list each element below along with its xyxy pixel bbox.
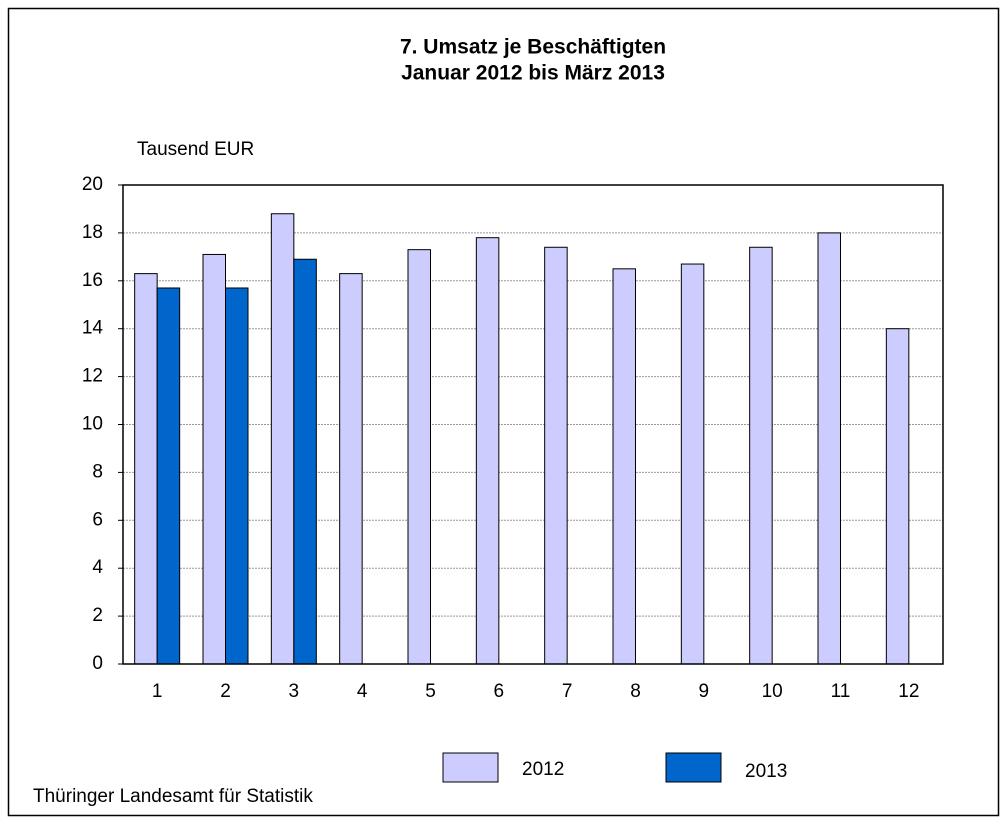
plot-border bbox=[122, 184, 944, 665]
y-tick-label: 8 bbox=[92, 461, 103, 482]
x-tick-label: 6 bbox=[494, 681, 505, 702]
bar bbox=[749, 246, 773, 665]
bar bbox=[293, 258, 317, 665]
x-tick-label: 1 bbox=[152, 681, 163, 702]
bar bbox=[407, 249, 431, 665]
x-tick-label: 10 bbox=[762, 681, 783, 702]
x-tick-label: 2 bbox=[220, 681, 231, 702]
bar bbox=[202, 253, 226, 665]
bar bbox=[339, 273, 363, 665]
x-tick-label: 11 bbox=[831, 681, 851, 702]
bar bbox=[612, 268, 636, 665]
legend-label: 2012 bbox=[522, 759, 564, 780]
y-tick-label: 2 bbox=[92, 605, 103, 626]
bar bbox=[270, 213, 295, 665]
chart-subtitle: Januar 2012 bis März 2013 bbox=[401, 62, 665, 85]
y-tick-label: 12 bbox=[82, 366, 103, 387]
y-tick-label: 14 bbox=[82, 318, 104, 339]
y-axis-label: Tausend EUR bbox=[137, 139, 254, 160]
x-tick-label: 8 bbox=[630, 681, 641, 702]
chart-title: 7. Umsatz je Beschäftigten bbox=[400, 36, 666, 59]
y-tick-label: 4 bbox=[92, 557, 103, 578]
bar bbox=[680, 263, 705, 665]
source: Thüringer Landesamt für Statistik bbox=[33, 786, 313, 807]
x-tick-label: 4 bbox=[357, 681, 368, 702]
y-tick-label: 6 bbox=[92, 509, 103, 530]
y-tick-label: 0 bbox=[92, 653, 103, 674]
bar bbox=[134, 273, 158, 665]
legend-swatch bbox=[442, 752, 499, 783]
legend-label: 2013 bbox=[745, 761, 787, 782]
y-tick-label: 10 bbox=[82, 414, 103, 435]
bar bbox=[817, 232, 841, 665]
legend-swatch bbox=[665, 752, 722, 783]
bar bbox=[225, 287, 249, 665]
bar bbox=[885, 328, 910, 665]
x-tick-label: 5 bbox=[425, 681, 436, 702]
y-tick-label: 16 bbox=[82, 270, 103, 291]
x-tick-label: 7 bbox=[562, 681, 573, 702]
y-tick-label: 20 bbox=[82, 174, 103, 195]
bar bbox=[475, 237, 500, 665]
x-tick-label: 12 bbox=[898, 681, 919, 702]
y-tick-label: 18 bbox=[82, 222, 103, 243]
bar bbox=[544, 246, 568, 665]
x-tick-label: 9 bbox=[699, 681, 710, 702]
bar bbox=[156, 287, 181, 665]
x-tick-label: 3 bbox=[289, 681, 300, 702]
